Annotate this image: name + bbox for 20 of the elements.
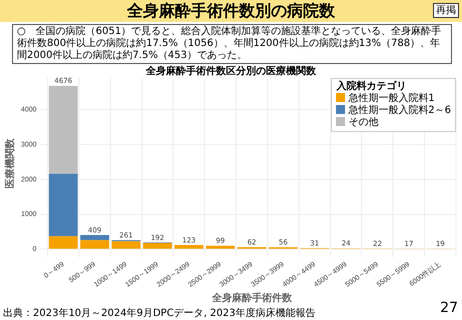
bar <box>48 174 78 236</box>
bar <box>143 242 172 249</box>
chart-subtitle: 全身麻酔手術件数区分別の医療機関数 <box>145 64 317 78</box>
text: 27 <box>440 300 458 316</box>
legend-title: 入院料カテゴリ <box>336 81 408 92</box>
legend-label: 急性期一般入院料2～6 <box>347 105 451 117</box>
text: 再掲 <box>433 3 459 18</box>
source-note: 出典：2023年10月～2024年9月DPCデータ, 2023年度病床機能報告 <box>3 306 316 320</box>
legend-label: 急性期一般入院料1 <box>347 93 436 104</box>
bar <box>48 236 78 249</box>
bar <box>80 240 110 249</box>
bar <box>174 244 204 249</box>
legend-label: その他 <box>347 117 380 129</box>
x-axis-title: 全身麻酔手術件数 <box>210 292 293 304</box>
bar <box>112 241 141 249</box>
chart-title: 全身麻酔手術件数別の病院数 <box>127 1 335 20</box>
y-axis-title: 医療機関数 <box>4 138 16 189</box>
bar <box>80 234 110 240</box>
bar <box>48 86 78 174</box>
text: ○ 全国の病院（6051）で見ると、総合入院体制加算等の施設基準となっている、全身麻酔手術件数800件以上の病院は約17.5%（1056）、年間1200件以上の病院は約13%（788）、年間2000件以上の病院は約7.5%（453）であった。 <box>12 24 452 64</box>
